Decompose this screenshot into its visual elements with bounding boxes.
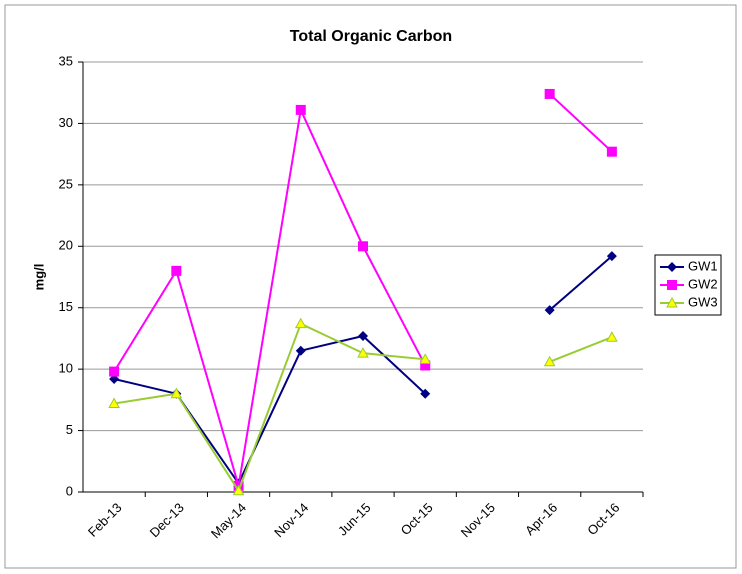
marker [295,104,306,115]
legend-label: GW3 [688,294,718,309]
marker [419,353,432,364]
y-tick-label: 25 [59,176,73,191]
chart-title: Total Organic Carbon [290,28,452,45]
y-tick-label: 20 [59,238,73,253]
marker [544,88,555,99]
y-tick-label: 30 [59,115,73,130]
marker [606,146,617,157]
series-line [113,322,613,493]
marker [171,265,182,276]
marker [543,355,556,367]
chart-frame [4,4,737,569]
y-tick-label: 10 [59,361,73,376]
marker [606,251,617,262]
marker [294,317,307,329]
marker [420,360,431,371]
series-line [113,255,613,486]
y-tick-label: 5 [66,422,73,437]
y-tick-label: 0 [66,483,73,498]
marker [420,388,431,399]
marker [295,345,306,356]
marker [108,397,120,409]
marker [544,305,555,316]
marker [666,296,678,308]
y-axis-label: mg/l [31,264,46,291]
marker [358,241,368,252]
y-tick-label: 15 [59,299,73,314]
marker [232,484,245,496]
y-tick-label: 35 [59,53,73,68]
series-line [113,93,613,487]
legend-label: GW2 [688,276,718,291]
marker [606,331,618,342]
marker [667,262,677,272]
marker [109,366,120,377]
marker [667,280,677,290]
marker [357,347,369,358]
legend-label: GW1 [688,258,718,273]
marker [170,387,183,399]
marker [358,330,368,341]
